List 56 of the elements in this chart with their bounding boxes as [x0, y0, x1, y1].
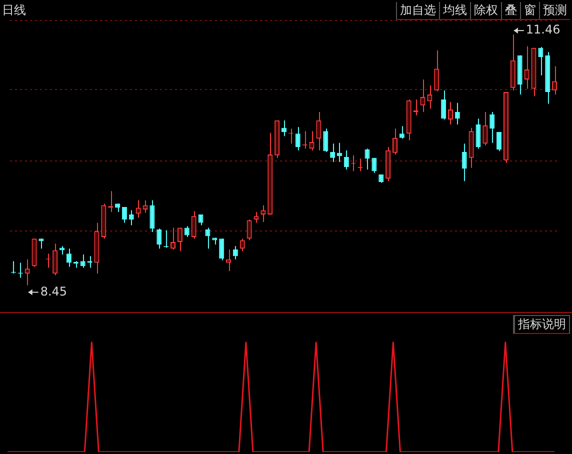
candlestick	[490, 112, 495, 144]
candlestick	[205, 227, 210, 250]
candlestick	[364, 148, 370, 170]
text: 加自选	[396, 2, 439, 19]
candlestick	[462, 143, 467, 182]
annotation: 8.45	[40, 284, 68, 298]
candlestick	[254, 211, 259, 224]
candlestick	[482, 112, 488, 146]
text: 预测	[539, 2, 570, 19]
candlestick	[156, 228, 162, 250]
chart-title: 日线	[2, 2, 26, 19]
text: 窗	[520, 2, 539, 19]
candlestick	[282, 120, 286, 137]
candlestick	[142, 200, 148, 214]
candlestick	[476, 118, 481, 150]
candlestick	[80, 254, 86, 268]
candlestick	[309, 130, 314, 151]
candlestick	[52, 243, 58, 276]
candlestick	[344, 150, 349, 170]
candlestick	[24, 258, 30, 286]
candlestick	[420, 79, 426, 113]
text: 均线	[439, 2, 470, 19]
candlestick	[246, 218, 252, 241]
candlestick	[295, 126, 300, 151]
candlestick	[170, 227, 176, 250]
candlestick	[66, 248, 72, 268]
candlestick	[226, 248, 232, 272]
candlestick	[434, 50, 440, 92]
candlestick	[219, 238, 224, 261]
candlestick	[448, 102, 453, 126]
text: 指标说明	[514, 316, 569, 333]
candlestick	[191, 210, 196, 240]
candlestick	[552, 66, 558, 96]
candlestick	[136, 200, 141, 218]
candlestick	[316, 112, 322, 151]
annotation: 11.46	[526, 22, 560, 37]
candlestick	[323, 128, 328, 152]
text: 叠	[501, 2, 520, 19]
candlestick	[150, 200, 155, 232]
candlestick	[496, 132, 502, 152]
text: 除权	[470, 2, 501, 19]
candlestick	[128, 210, 134, 226]
candlestick	[454, 102, 460, 126]
candlestick	[240, 238, 245, 252]
candlestick	[330, 143, 336, 162]
candlestick	[441, 90, 446, 120]
candlestick	[122, 206, 127, 224]
candlestick	[427, 84, 432, 110]
candlestick	[372, 157, 377, 174]
candlestick	[399, 126, 404, 140]
candlestick	[260, 204, 266, 222]
candlestick	[538, 46, 544, 76]
candlestick	[392, 128, 398, 155]
candlestick	[524, 46, 530, 90]
candlestick	[184, 226, 190, 238]
candlestick	[177, 227, 182, 252]
